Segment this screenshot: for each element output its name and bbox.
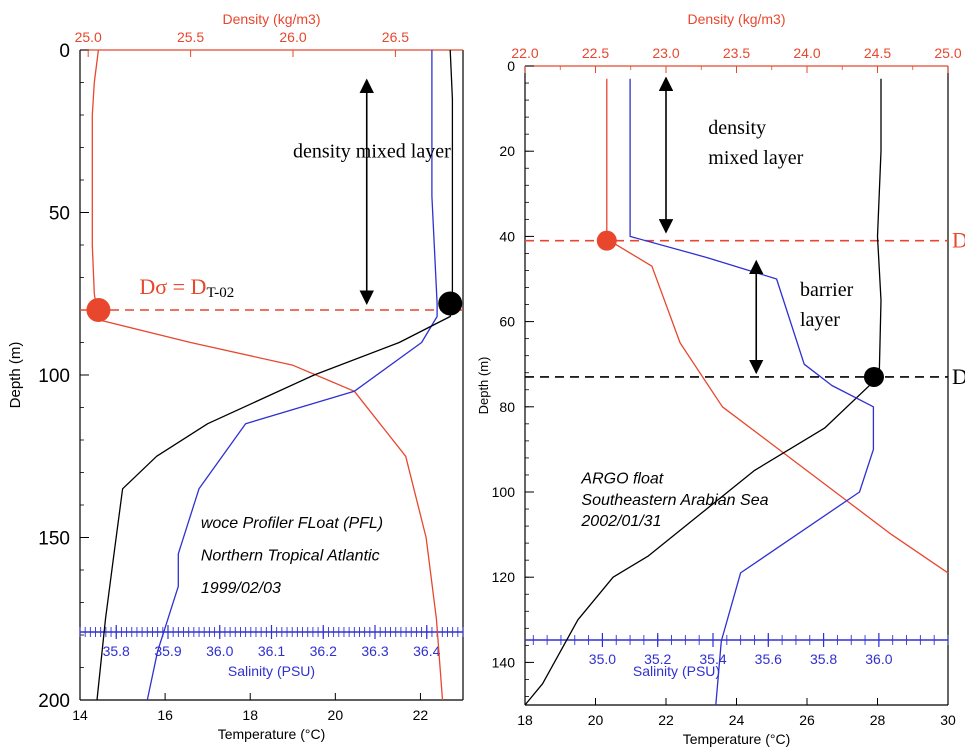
temperature-tick-label: 22	[658, 712, 674, 728]
density-tick-label: 25.5	[177, 29, 204, 45]
density-axis-label: Density (kg/m3)	[222, 11, 320, 27]
annotation-text: Northern Tropical Atlantic	[201, 547, 380, 564]
annotation-text: barrier	[800, 279, 854, 301]
density-tick-label: 24.5	[864, 45, 891, 61]
density-profile-line	[606, 78, 949, 574]
depth-tick-label: 150	[38, 529, 70, 550]
d-t02-label: DT-02	[952, 364, 965, 391]
temperature-tick-label: 22	[413, 707, 429, 723]
panel-left: 0 50 100 150 200 Depth (m) 25.0 25.5 26.0 26.5 Den…	[7, 11, 464, 742]
temperature-tick-label: 16	[157, 707, 173, 723]
annotation-text: ARGO float	[580, 470, 663, 487]
depth-tick-label: 0	[507, 58, 515, 74]
temperature-tick-label: 18	[517, 712, 533, 728]
annotation-text: 2002/01/31	[580, 513, 661, 530]
temperature-tick-label: 20	[328, 707, 344, 723]
salinity-profile-line	[629, 78, 875, 706]
d-sigma-label: Dσ	[952, 228, 965, 253]
density-tick-label: 25.0	[934, 45, 961, 61]
depth-tick-label: 120	[492, 569, 516, 585]
d-sigma-marker	[596, 230, 617, 251]
panel-right: 0 20 40 60 80 100 120 140 Depth (m) 22.0 22.5 23.0 2…	[476, 11, 962, 747]
annotation-text: woce Profiler FLoat (PFL)	[201, 515, 383, 532]
density-axis-label: Density (kg/m3)	[687, 11, 785, 27]
depth-tick-label: 100	[38, 366, 70, 387]
temperature-tick-label: 24	[729, 712, 745, 728]
annotation-text: 1999/02/03	[201, 580, 281, 597]
density-tick-label: 22.0	[511, 45, 538, 61]
salinity-axis-label: Salinity (PSU)	[228, 663, 315, 679]
d-sigma-marker	[86, 298, 111, 322]
depth-tick-label: 20	[499, 143, 515, 159]
density-tick-label: 26.5	[382, 29, 409, 45]
d-t02-marker	[863, 366, 884, 387]
density-tick-label: 23.5	[723, 45, 750, 61]
salinity-tick-label: 36.2	[310, 643, 337, 659]
d-t02-marker	[438, 291, 463, 316]
temperature-profile-line	[524, 78, 882, 706]
salinity-tick-label: 36.1	[258, 643, 285, 659]
salinity-tick-label: 36.0	[206, 643, 233, 659]
salinity-axis-label: Salinity (PSU)	[633, 663, 720, 679]
d-sigma-equals-dt02-label: Dσ = DT-02	[139, 274, 234, 301]
salinity-tick-label: 35.0	[589, 651, 616, 667]
depth-tick-label: 200	[38, 691, 70, 712]
depth-axis-label: Depth (m)	[7, 342, 24, 409]
temperature-axis-label: Temperature (°C)	[683, 731, 791, 747]
depth-tick-label: 80	[499, 399, 515, 415]
annotation-text: layer	[800, 309, 840, 331]
annotation-text: Southeastern Arabian Sea	[581, 492, 768, 509]
depth-tick-label: 50	[49, 204, 70, 225]
temperature-tick-label: 18	[242, 707, 258, 723]
temperature-tick-label: 20	[588, 712, 604, 728]
salinity-tick-label: 35.8	[810, 651, 837, 667]
depth-tick-label: 60	[499, 314, 515, 330]
depth-tick-label: 0	[59, 41, 70, 62]
density-tick-label: 26.0	[279, 29, 306, 45]
density-tick-label: 24.0	[793, 45, 820, 61]
density-tick-label: 23.0	[652, 45, 679, 61]
density-tick-label: 25.0	[75, 29, 102, 45]
salinity-tick-label: 35.6	[755, 651, 782, 667]
temperature-tick-label: 28	[870, 712, 886, 728]
salinity-tick-label: 36.0	[865, 651, 892, 667]
depth-tick-label: 100	[492, 484, 516, 500]
temperature-axis-label: Temperature (°C)	[218, 726, 326, 742]
density-tick-label: 22.5	[582, 45, 609, 61]
annotation-text: density mixed layer	[293, 140, 451, 162]
depth-tick-label: 140	[492, 654, 516, 670]
salinity-tick-label: 35.8	[103, 643, 130, 659]
temperature-tick-label: 26	[799, 712, 815, 728]
salinity-tick-label: 35.2	[644, 651, 671, 667]
salinity-profile-line	[146, 50, 438, 701]
salinity-tick-label: 35.9	[154, 643, 181, 659]
density-profile-line	[91, 49, 444, 701]
depth-axis-label: Depth (m)	[476, 357, 491, 415]
salinity-tick-label: 36.4	[413, 643, 440, 659]
depth-tick-label: 40	[499, 228, 515, 244]
salinity-tick-label: 36.3	[361, 643, 388, 659]
annotation-text: mixed layer	[708, 147, 803, 169]
temperature-tick-label: 14	[72, 707, 88, 723]
annotation-text: density	[708, 117, 766, 139]
temperature-tick-label: 30	[940, 712, 956, 728]
temperature-profile-line	[96, 49, 454, 701]
